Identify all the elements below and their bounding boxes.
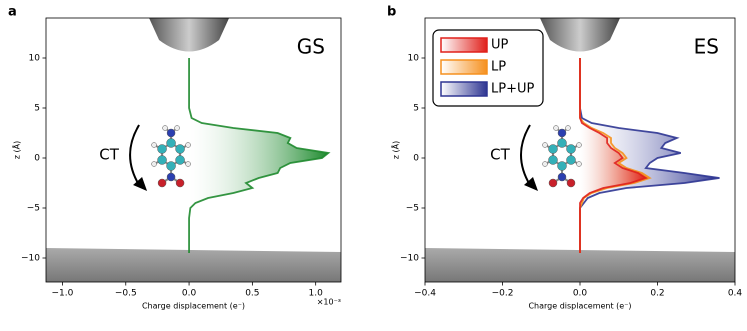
y-tick-label: 5 — [34, 104, 40, 114]
stm-tip — [540, 18, 620, 52]
x-axis-label: Charge displacement (e⁻) — [142, 302, 245, 311]
annotation: ES — [694, 35, 719, 59]
y-tick-label: −10 — [400, 254, 419, 264]
legend-label: LP — [491, 60, 506, 75]
atom — [166, 138, 176, 148]
line — [579, 58, 648, 253]
annotation: CT — [490, 146, 510, 164]
plot-frame — [45, 17, 342, 283]
atom — [557, 138, 567, 148]
atom — [174, 125, 180, 131]
y-tick-label: 0 — [34, 154, 40, 164]
atom — [566, 155, 576, 165]
atom — [566, 178, 576, 188]
annotation: CT — [99, 146, 119, 164]
atom — [175, 144, 185, 154]
atom — [162, 125, 168, 131]
y-tick-label: −5 — [27, 204, 40, 214]
atom — [166, 161, 176, 171]
y-tick-label: −10 — [21, 254, 40, 264]
atom — [157, 155, 167, 165]
substrate — [425, 248, 735, 282]
atom — [576, 161, 582, 167]
atom — [175, 155, 185, 165]
atom — [566, 144, 576, 154]
x-tick-label: −0.2 — [492, 289, 514, 299]
atom — [576, 142, 582, 148]
atom — [557, 128, 567, 138]
x-tick-label: 0.0 — [573, 289, 588, 299]
atom — [548, 144, 558, 154]
panel-label: a — [8, 5, 17, 20]
x-tick-label: 0.2 — [650, 289, 664, 299]
legend-label: LP+UP — [491, 82, 534, 97]
ct-arrow — [520, 124, 531, 186]
atom — [542, 142, 548, 148]
stm-tip — [149, 18, 230, 52]
area-fill — [580, 58, 646, 253]
ct-arrow — [129, 124, 140, 186]
ct-arrowhead — [133, 177, 148, 191]
y-tick-label: 5 — [413, 104, 419, 114]
legend-swatch — [440, 37, 488, 53]
ct-arrowhead — [524, 177, 538, 191]
atom — [548, 178, 558, 188]
legend-swatch — [440, 59, 488, 75]
atom — [542, 161, 548, 167]
x-axis-label: Charge displacement (e⁻) — [528, 302, 631, 311]
line — [579, 58, 720, 253]
y-axis-label: z (Å) — [11, 141, 22, 159]
atom — [151, 161, 157, 167]
atom — [157, 144, 167, 154]
atom — [185, 161, 191, 167]
atom — [557, 172, 567, 182]
line — [579, 58, 652, 253]
atom — [565, 125, 571, 131]
x-tick-label: 0.4 — [728, 289, 743, 299]
atom — [175, 178, 185, 188]
atom — [151, 142, 157, 148]
atom — [157, 178, 167, 188]
area-fill — [580, 58, 720, 253]
panel-label: b — [387, 5, 396, 20]
y-axis-label: z (Å) — [390, 141, 401, 159]
x-tick-label: 0.0 — [182, 289, 197, 299]
atom — [185, 142, 191, 148]
area-fill — [189, 58, 329, 253]
legend-swatch — [440, 81, 488, 97]
annotation: GS — [297, 35, 325, 59]
atom — [166, 172, 176, 182]
legend-label: UP — [491, 38, 509, 53]
y-tick-label: 10 — [29, 54, 41, 64]
x-tick-label: 0.5 — [245, 289, 259, 299]
x-tick-label: 1.0 — [309, 289, 324, 299]
y-tick-label: 0 — [413, 154, 419, 164]
atom — [548, 155, 558, 165]
x-offset-label: ×10⁻³ — [317, 298, 341, 307]
y-tick-label: −5 — [406, 204, 419, 214]
x-tick-label: −0.4 — [414, 289, 436, 299]
atom — [166, 128, 176, 138]
atom — [557, 161, 567, 171]
line — [188, 58, 331, 253]
x-tick-label: −1.0 — [52, 289, 74, 299]
y-tick-label: 10 — [408, 54, 420, 64]
x-tick-label: −0.5 — [115, 289, 137, 299]
atom — [553, 125, 559, 131]
substrate — [46, 248, 341, 282]
